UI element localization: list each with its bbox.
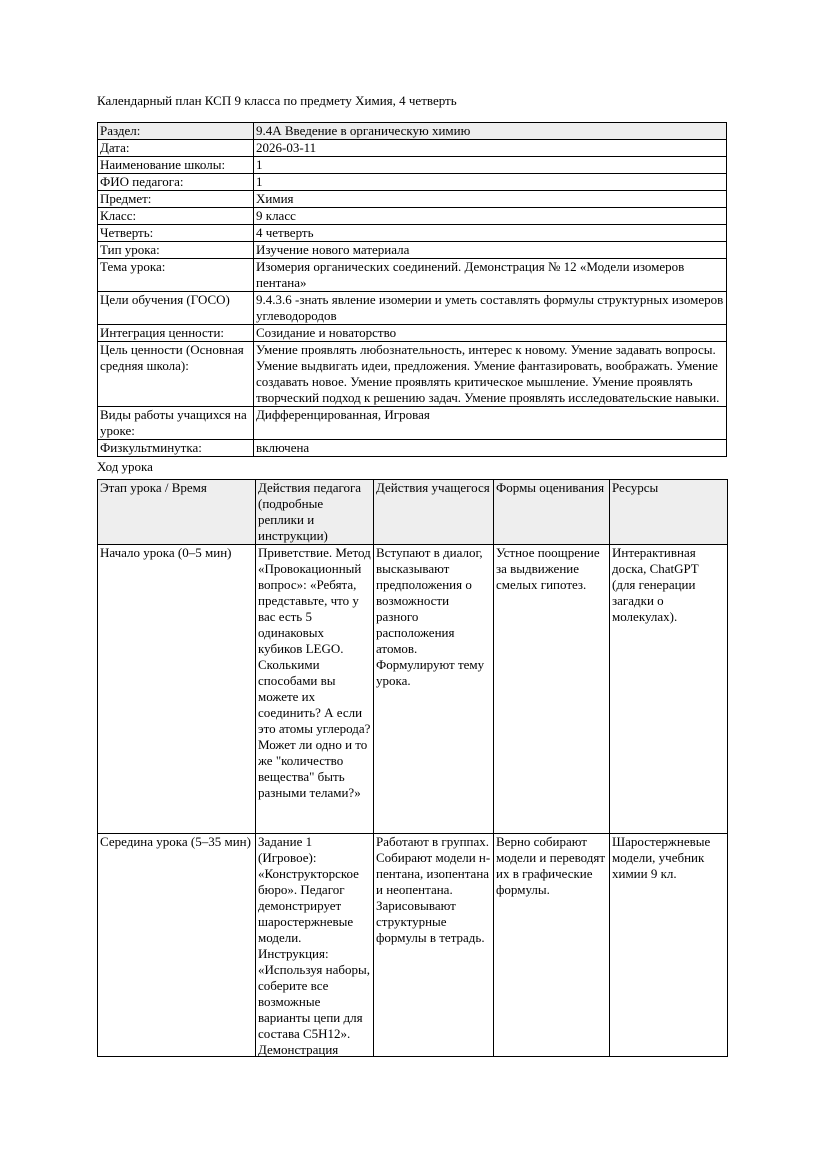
info-row: Цель ценности (Основная средняя школа): … xyxy=(97,341,727,407)
info-label-cell: Цели обучения (ГОСО) xyxy=(97,291,254,325)
info-value-cell: Химия xyxy=(253,190,727,208)
student-actions-text: Вступают в диалог, высказывают предполож… xyxy=(376,545,485,689)
student-actions-cell: Вступают в диалог, высказывают предполож… xyxy=(373,544,494,834)
header-resources: Ресурсы xyxy=(609,479,728,545)
teacher-actions-text: Задание 1 (Игровое): «Конструкторское бю… xyxy=(258,834,370,1056)
info-value-cell: 1 xyxy=(253,173,727,191)
teacher-actions-text: Приветствие. Метод «Провокационный вопро… xyxy=(258,545,371,801)
info-label-cell: ФИО педагога: xyxy=(97,173,254,191)
info-label-cell: Предмет: xyxy=(97,190,254,208)
info-label-cell: Тип урока: xyxy=(97,241,254,259)
resources-text: Интерактивная доска, ChatGPT (для генера… xyxy=(612,545,699,625)
info-label-cell: Тема урока: xyxy=(97,258,254,292)
teacher-actions-cell: Задание 1 (Игровое): «Конструкторское бю… xyxy=(255,833,374,1057)
header-assessment: Формы оценивания xyxy=(493,479,610,545)
assessment-text: Устное поощрение за выдвижение смелых ги… xyxy=(496,545,600,593)
stage-text: Середина урока (5–35 мин) xyxy=(100,834,251,850)
lesson-row: Середина урока (5–35 мин) Задание 1 (Игр… xyxy=(97,833,728,1057)
info-row: Тема урока: Изомерия органических соедин… xyxy=(97,258,727,292)
info-label-cell: Раздел: xyxy=(97,122,254,140)
info-value-cell: Дифференцированная, Игровая xyxy=(253,406,727,440)
header-student-actions: Действия учащегося xyxy=(373,479,494,545)
stage-cell: Начало урока (0–5 мин) xyxy=(97,544,256,834)
info-row: Раздел: 9.4А Введение в органическую хим… xyxy=(97,122,727,140)
info-label-cell: Дата: xyxy=(97,139,254,157)
info-value-cell: 2026-03-11 xyxy=(253,139,727,157)
info-label-cell: Физкультминутка: xyxy=(97,439,254,457)
resources-cell: Шаростержневые модели, учебник химии 9 к… xyxy=(609,833,728,1057)
info-label-cell: Класс: xyxy=(97,207,254,225)
lesson-header-row: Этап урока / Время Действия педагога (по… xyxy=(97,479,728,545)
info-value-cell: 4 четверть xyxy=(253,224,727,242)
teacher-actions-cell: Приветствие. Метод «Провокационный вопро… xyxy=(255,544,374,834)
info-label-cell: Наименование школы: xyxy=(97,156,254,174)
info-row: Дата: 2026-03-11 xyxy=(97,139,727,157)
info-row: ФИО педагога: 1 xyxy=(97,173,727,191)
info-row: Тип урока: Изучение нового материала xyxy=(97,241,727,259)
assessment-text: Верно собирают модели и переводят их в г… xyxy=(496,834,606,898)
document-title: Календарный план КСП 9 класса по предмет… xyxy=(97,93,457,108)
info-row: Интеграция ценности: Созидание и новатор… xyxy=(97,324,727,342)
info-label-cell: Четверть: xyxy=(97,224,254,242)
lesson-info-table: Раздел: 9.4А Введение в органическую хим… xyxy=(97,122,727,457)
info-row: Четверть: 4 четверть xyxy=(97,224,727,242)
info-value-cell: 9.4.3.6 -знать явление изомерии и уметь … xyxy=(253,291,727,325)
info-value-cell: 9.4А Введение в органическую химию xyxy=(253,122,727,140)
assessment-cell: Устное поощрение за выдвижение смелых ги… xyxy=(493,544,610,834)
lesson-flow-table: Этап урока / Время Действия педагога (по… xyxy=(97,479,728,1057)
info-value-cell: Изучение нового материала xyxy=(253,241,727,259)
info-row: Наименование школы: 1 xyxy=(97,156,727,174)
resources-cell: Интерактивная доска, ChatGPT (для генера… xyxy=(609,544,728,834)
info-row: Предмет: Химия xyxy=(97,190,727,208)
info-value-cell: включена xyxy=(253,439,727,457)
info-label-cell: Виды работы учащихся на уроке: xyxy=(97,406,254,440)
info-value-cell: Созидание и новаторство xyxy=(253,324,727,342)
info-value-cell: 1 xyxy=(253,156,727,174)
info-label-cell: Интеграция ценности: xyxy=(97,324,254,342)
info-row: Физкультминутка: включена xyxy=(97,439,727,457)
section-label: Ход урока xyxy=(97,459,153,474)
info-value-cell: 9 класс xyxy=(253,207,727,225)
lesson-row: Начало урока (0–5 мин) Приветствие. Мето… xyxy=(97,544,728,834)
stage-text: Начало урока (0–5 мин) xyxy=(100,545,232,561)
student-actions-text: Работают в группах. Собирают модели н-пе… xyxy=(376,834,491,946)
info-row: Цели обучения (ГОСО) 9.4.3.6 -знать явле… xyxy=(97,291,727,325)
stage-cell: Середина урока (5–35 мин) xyxy=(97,833,256,1057)
assessment-cell: Верно собирают модели и переводят их в г… xyxy=(493,833,610,1057)
info-value-cell: Изомерия органических соединений. Демонс… xyxy=(253,258,727,292)
info-value-cell: Умение проявлять любознательность, интер… xyxy=(253,341,727,407)
info-row: Виды работы учащихся на уроке: Дифференц… xyxy=(97,406,727,440)
info-row: Класс: 9 класс xyxy=(97,207,727,225)
header-teacher-actions: Действия педагога (подробные реплики и и… xyxy=(255,479,374,545)
info-label-cell: Цель ценности (Основная средняя школа): xyxy=(97,341,254,407)
student-actions-cell: Работают в группах. Собирают модели н-пе… xyxy=(373,833,494,1057)
header-stage-time: Этап урока / Время xyxy=(97,479,256,545)
resources-text: Шаростержневые модели, учебник химии 9 к… xyxy=(612,834,711,882)
